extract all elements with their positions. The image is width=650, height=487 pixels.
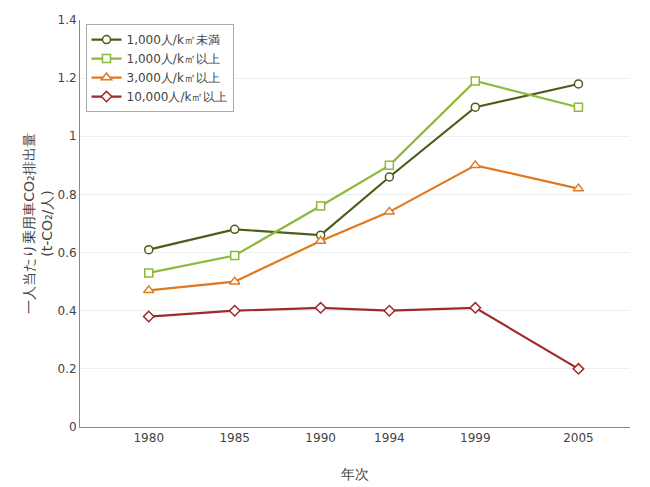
svg-text:0: 0 [69, 420, 77, 434]
svg-text:1.2: 1.2 [58, 71, 77, 85]
svg-text:2005: 2005 [563, 431, 594, 445]
svg-text:1990: 1990 [305, 431, 336, 445]
svg-text:0.8: 0.8 [58, 188, 77, 202]
svg-text:1994: 1994 [374, 431, 405, 445]
svg-text:1980: 1980 [133, 431, 164, 445]
svg-text:1: 1 [69, 129, 77, 143]
svg-text:0.6: 0.6 [58, 246, 77, 260]
svg-text:1,000人/k㎡以上: 1,000人/k㎡以上 [127, 52, 220, 66]
svg-text:0.2: 0.2 [58, 362, 77, 376]
svg-text:1999: 1999 [460, 431, 491, 445]
svg-text:0.4: 0.4 [58, 304, 77, 318]
svg-text:一人当たり乗用車CO₂排出量(t-CO₂/人): 一人当たり乗用車CO₂排出量(t-CO₂/人) [21, 133, 55, 313]
svg-text:3,000人/k㎡以上: 3,000人/k㎡以上 [127, 71, 220, 85]
svg-text:1,000人/k㎡未満: 1,000人/k㎡未満 [127, 33, 220, 47]
svg-text:1.4: 1.4 [58, 13, 77, 27]
svg-text:10,000人/k㎡以上: 10,000人/k㎡以上 [127, 90, 228, 104]
svg-text:1985: 1985 [219, 431, 250, 445]
svg-text:年次: 年次 [341, 466, 369, 482]
